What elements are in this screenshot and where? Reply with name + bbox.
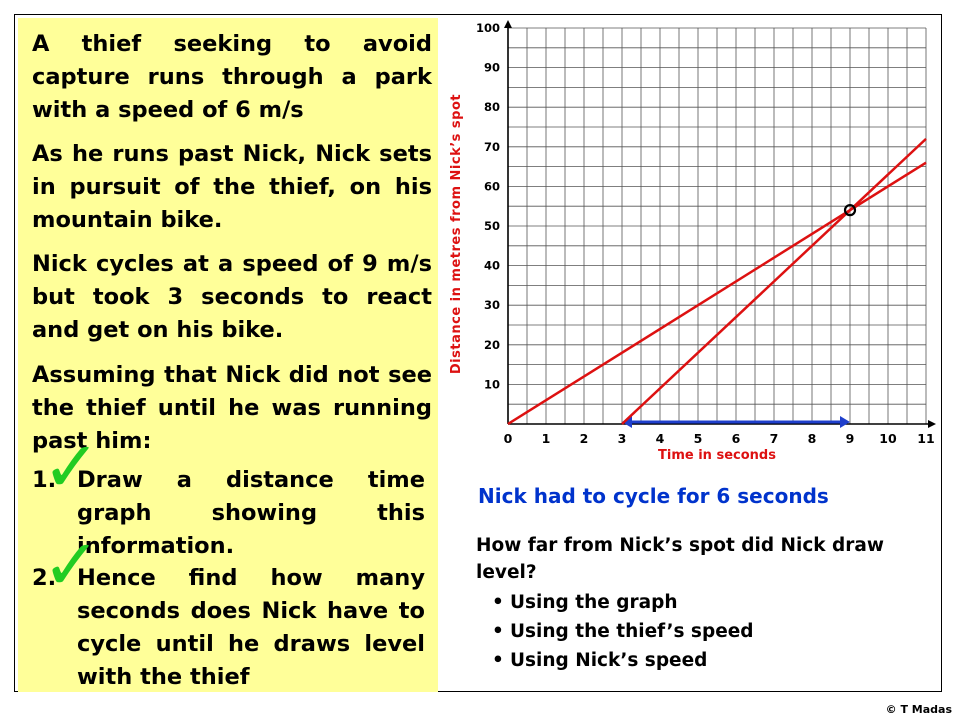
x-tick-label: 10 (879, 431, 897, 446)
x-tick-label: 5 (694, 431, 703, 446)
task-1-number: 1. (32, 467, 57, 493)
problem-paragraph-3: Nick cycles at a speed of 9 m/s but took… (32, 251, 432, 343)
tick-1-icon: ✓ (42, 426, 101, 508)
y-tick-label: 70 (484, 140, 500, 154)
method-item-nick-speed: Using Nick’s speed (492, 646, 754, 675)
chart-interval (622, 416, 850, 428)
chart-series (507, 137, 927, 426)
x-tick-label: 4 (656, 431, 665, 446)
y-axis-arrow-icon (504, 20, 512, 28)
question-text: How far from Nick’s spot did Nick draw l… (476, 535, 884, 583)
y-tick-label: 20 (484, 338, 500, 352)
x-tick-label: 2 (580, 431, 589, 446)
x-axis-arrow-icon (928, 420, 936, 428)
intersection-marker (843, 204, 857, 217)
y-tick-label: 10 (484, 377, 500, 391)
copyright-text: © T Madas (885, 703, 952, 716)
x-tick-label: 6 (732, 431, 741, 446)
method-item-thief-speed: Using the thief’s speed (492, 617, 754, 646)
y-tick-label: 40 (484, 259, 500, 273)
slide-frame (14, 14, 942, 692)
problem-panel (18, 18, 438, 692)
x-axis-title: Time in seconds (658, 448, 776, 463)
x-tick-label: 8 (808, 431, 817, 446)
answer-text: Nick had to cycle for 6 seconds (478, 484, 829, 508)
y-tick-label: 100 (476, 21, 500, 35)
series-line-1 (507, 161, 927, 426)
distance-time-graph: 0 1 2 3 4 5 6 7 8 9 10 11 10 20 30 40 50 60 70 80 90 100 Tim… (449, 20, 936, 463)
method-item-graph: Using the graph (492, 588, 754, 617)
chart-marker (843, 204, 857, 217)
y-tick-labels: 10 20 30 40 50 60 70 80 90 100 (476, 21, 500, 391)
y-tick-label: 80 (484, 100, 500, 114)
task-1-text: Draw a distance time graph showing this … (77, 467, 425, 559)
y-tick-label: 90 (484, 61, 500, 75)
tick-2-icon: ✓ (42, 524, 101, 606)
x-tick-label: 3 (618, 431, 627, 446)
task-2-text: Hence find how many seconds does Nick ha… (77, 565, 425, 690)
interval-arrow-right-icon (840, 416, 850, 428)
y-tick-label: 60 (484, 179, 500, 193)
x-tick-label: 9 (846, 431, 855, 446)
chart-grid (508, 27, 927, 424)
problem-paragraph-1: A thief seeking to avoid capture runs th… (32, 31, 432, 123)
method-list: Using the graph Using the thief’s speed … (492, 588, 754, 675)
y-tick-label: 50 (484, 219, 500, 233)
task-2-number: 2. (32, 565, 57, 591)
x-tick-labels: 0 1 2 3 4 5 6 7 8 9 10 11 (504, 431, 935, 446)
problem-paragraph-4: Assuming that Nick did not see the thief… (32, 362, 432, 454)
problem-paragraph-2: As he runs past Nick, Nick sets in pursu… (32, 141, 432, 233)
chart-axes (504, 20, 936, 428)
interval-arrow-left-icon (622, 416, 632, 428)
x-tick-label: 7 (770, 431, 779, 446)
y-axis-title: Distance in metres from Nick’s spot (449, 94, 464, 374)
y-tick-label: 30 (484, 298, 500, 312)
x-tick-label: 0 (504, 431, 513, 446)
x-tick-label: 11 (917, 431, 934, 446)
series-line-2 (621, 137, 927, 425)
x-tick-label: 1 (542, 431, 551, 446)
